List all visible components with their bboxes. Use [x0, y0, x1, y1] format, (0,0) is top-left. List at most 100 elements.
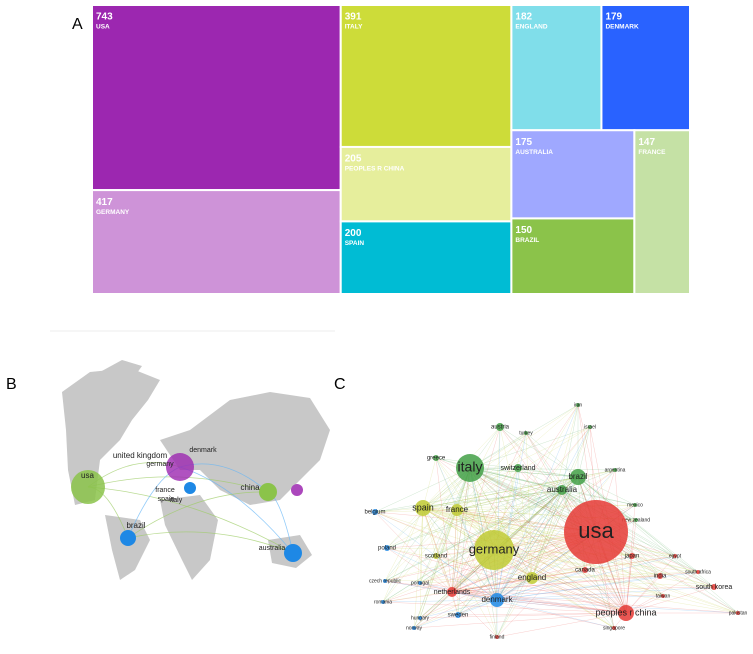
map-bubble: [184, 482, 196, 494]
network-edge: [451, 467, 471, 593]
network-edge: [382, 591, 453, 603]
network-edge: [456, 509, 498, 638]
map-link: [127, 491, 269, 539]
network-edge: [451, 509, 458, 593]
network-node: [526, 572, 538, 584]
network-edge: [451, 575, 661, 593]
network-edge: [625, 586, 715, 614]
network-edge: [456, 476, 579, 511]
node-label: usa: [578, 518, 614, 543]
network-edge: [384, 580, 627, 614]
network-edge: [625, 555, 633, 614]
network-edge: [531, 575, 661, 579]
network-edge: [413, 467, 471, 629]
network-edge: [413, 509, 458, 629]
network-edge: [384, 580, 498, 601]
network-node: [588, 425, 592, 429]
network-edge: [496, 476, 579, 638]
category-label: ENGLAND: [515, 24, 547, 31]
panel-label: C: [334, 376, 346, 393]
network-node: [736, 611, 740, 615]
network-edge: [456, 467, 519, 511]
network-edge: [451, 591, 664, 597]
node-label: south africa: [685, 569, 711, 575]
network-edge: [531, 489, 563, 579]
network-edge: [496, 555, 676, 601]
map-bubble: [166, 453, 194, 481]
category-label: FRANCE: [638, 149, 666, 156]
network-edge: [451, 432, 527, 593]
network-edge: [374, 511, 495, 551]
network-node: [696, 570, 700, 574]
network-edge: [525, 432, 533, 579]
network-edge: [496, 575, 661, 601]
network-edge: [435, 457, 533, 579]
network-edge: [496, 599, 627, 614]
node-label: england: [518, 573, 546, 582]
network-node: [418, 616, 422, 620]
network-edge: [435, 457, 458, 511]
value-label: 182: [515, 12, 532, 23]
network-edge: [374, 467, 471, 513]
network-edge: [419, 582, 498, 601]
network-edge: [493, 549, 739, 614]
network-edge: [493, 404, 579, 551]
network-edge: [451, 555, 676, 593]
network-edge: [496, 569, 586, 601]
network-edge: [517, 467, 579, 478]
network-edge: [496, 467, 519, 601]
network-edge: [531, 555, 676, 579]
network-edge: [496, 555, 633, 601]
network-edge: [419, 467, 471, 619]
network-edge: [413, 577, 533, 629]
network-edge: [625, 519, 637, 614]
network-edge: [451, 571, 699, 593]
network-edge: [531, 577, 615, 629]
network-edge: [496, 599, 739, 614]
network-edge: [451, 467, 471, 593]
network-node: [490, 593, 504, 607]
network-edge: [496, 612, 627, 638]
node-label: egypt: [669, 553, 682, 559]
map-bubble: [259, 483, 277, 501]
network-edge: [422, 467, 519, 509]
network-edge: [419, 467, 471, 584]
network-edge: [382, 549, 495, 603]
network-edge: [456, 404, 579, 511]
network-edge: [451, 591, 627, 614]
network-node: [433, 455, 439, 461]
network-edge: [561, 469, 616, 491]
network-edge: [456, 509, 627, 614]
network-edge: [457, 476, 579, 616]
network-edge: [577, 476, 676, 557]
network-edge: [451, 476, 579, 593]
network-node: [418, 581, 422, 585]
network-edge: [496, 426, 591, 601]
network-node: [514, 464, 522, 472]
network-edge: [422, 507, 437, 557]
node-label: sweden: [448, 613, 469, 619]
network-node: [496, 423, 504, 431]
treemap-cell: [510, 217, 636, 295]
network-edge: [451, 509, 458, 593]
network-edge: [435, 509, 458, 557]
network-edge: [493, 426, 501, 551]
network-edge: [469, 467, 533, 579]
network-edge: [451, 569, 586, 593]
network-edge: [422, 476, 579, 509]
network-edge: [422, 507, 739, 614]
network-edge: [386, 547, 627, 614]
map-label: italy: [170, 497, 183, 504]
network-node: [711, 584, 717, 590]
network-edge: [386, 509, 458, 549]
map-label: brazil: [126, 521, 145, 530]
network-node: [582, 567, 588, 573]
network-node: [474, 530, 514, 570]
map-label: spain: [158, 496, 175, 503]
network-edge: [451, 426, 501, 593]
network-edge: [374, 489, 563, 513]
value-label: 391: [345, 12, 362, 23]
node-label: austria: [491, 425, 510, 431]
network-edge: [419, 577, 533, 584]
